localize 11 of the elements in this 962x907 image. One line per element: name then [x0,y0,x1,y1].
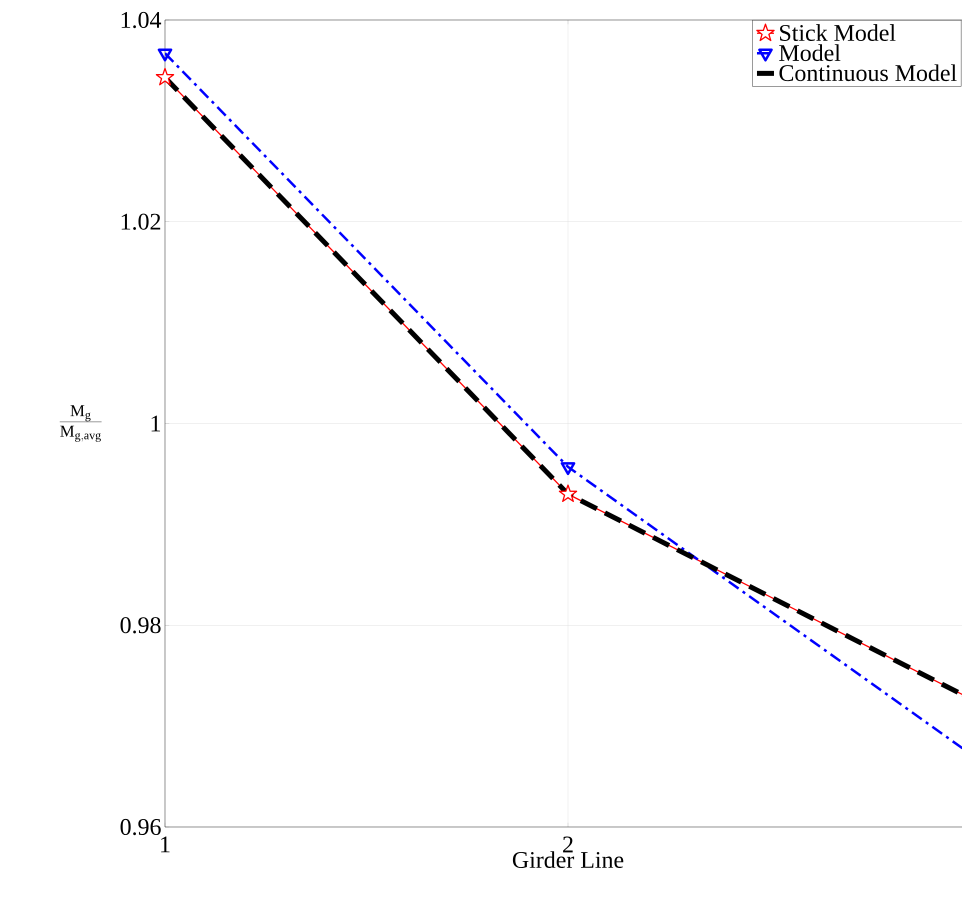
y-tick-label: 0.96 [120,818,161,836]
y-tick-label: 1 [152,416,160,432]
y-axis-title: $\frac{\mathrm{M_g}}{\mathrm{M_{g,avg}}}$ [60,405,102,442]
legend-label: Continuous Model [779,64,957,82]
x-tick-label: 2 [563,836,573,852]
y-tick-label: 1.02 [122,214,160,230]
legend-label: Model [779,44,840,62]
y-tick-label: 0.98 [120,617,161,634]
y-tick-label: 1.04 [122,12,162,28]
x-axis-title: Girder Line [512,851,624,868]
legend-label: Stick Model [780,24,896,42]
